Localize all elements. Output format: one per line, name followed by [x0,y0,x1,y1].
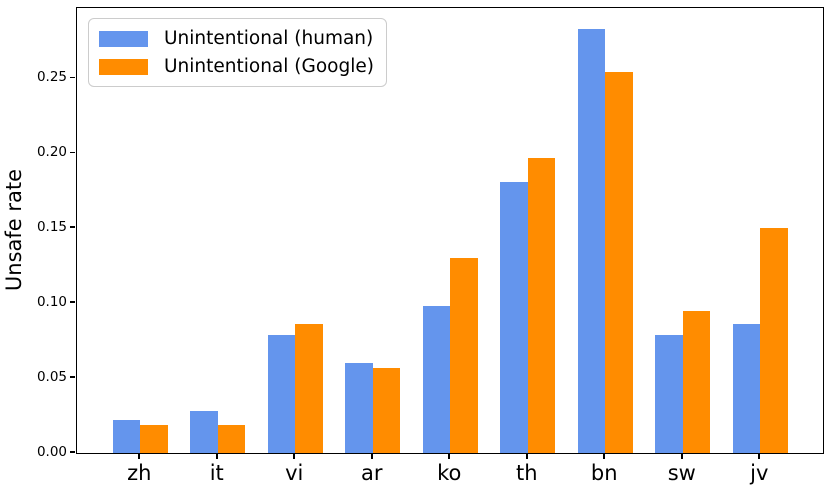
y-tick-label: 0.15 [36,219,67,236]
y-tick-mark [70,76,75,79]
y-tick-label: 0.20 [36,144,67,161]
x-tick-label: it [209,461,224,485]
x-tick-mark [138,453,141,459]
plot-area [76,7,824,454]
x-tick-label: vi [285,461,304,485]
bar-jv-google [760,228,788,453]
bar-it-human [190,411,218,453]
legend-swatch-icon [99,30,148,47]
legend: Unintentional (human) Unintentional (Goog… [88,18,387,87]
bar-ar-human [345,363,373,453]
bar-vi-google [295,324,323,453]
legend-item: Unintentional (Google) [99,56,374,77]
bar-it-google [217,424,246,453]
x-tick-label: jv [750,461,769,485]
legend-item: Unintentional (human) [99,28,374,49]
bar-zh-google [140,424,168,453]
bar-th-google [527,157,556,453]
x-tick-label: bn [590,461,618,485]
y-tick-mark [70,451,75,453]
y-tick-mark [70,376,75,378]
x-tick-label: zh [127,461,152,485]
x-tick-mark [680,453,683,459]
x-tick-mark [370,453,373,459]
bar-jv-human [732,324,761,453]
bar-bn-google [605,72,633,453]
x-tick-label: sw [667,461,696,485]
y-tick-label: 0.25 [36,69,67,86]
legend-label: Unintentional (Google) [164,56,374,77]
bar-ko-human [422,306,451,453]
y-tick-mark [70,151,75,154]
bar-sw-human [655,334,683,453]
y-tick-label: 0.00 [36,444,67,460]
y-tick-mark [70,226,75,229]
y-axis-label: Unsafe rate [2,168,26,292]
y-tick-mark [70,301,75,303]
bar-bn-human [577,28,606,453]
bar-zh-human [112,420,141,453]
x-tick-label: ar [360,461,383,485]
x-tick-mark [525,453,528,459]
x-tick-mark [603,453,606,459]
x-tick-label: th [515,461,538,485]
bar-th-human [500,181,528,453]
bar-vi-human [267,334,296,453]
y-tick-label: 0.10 [36,294,67,311]
legend-swatch-icon [99,58,148,75]
x-tick-label: ko [437,461,462,485]
x-tick-mark [293,453,296,459]
x-tick-mark [215,453,218,459]
x-tick-mark [448,453,451,459]
bar-sw-google [682,310,711,453]
bar-ar-google [372,367,401,453]
y-tick-label: 0.05 [36,369,67,386]
x-tick-mark [758,453,761,459]
legend-label: Unintentional (human) [164,28,374,49]
bar-ko-google [450,258,478,453]
